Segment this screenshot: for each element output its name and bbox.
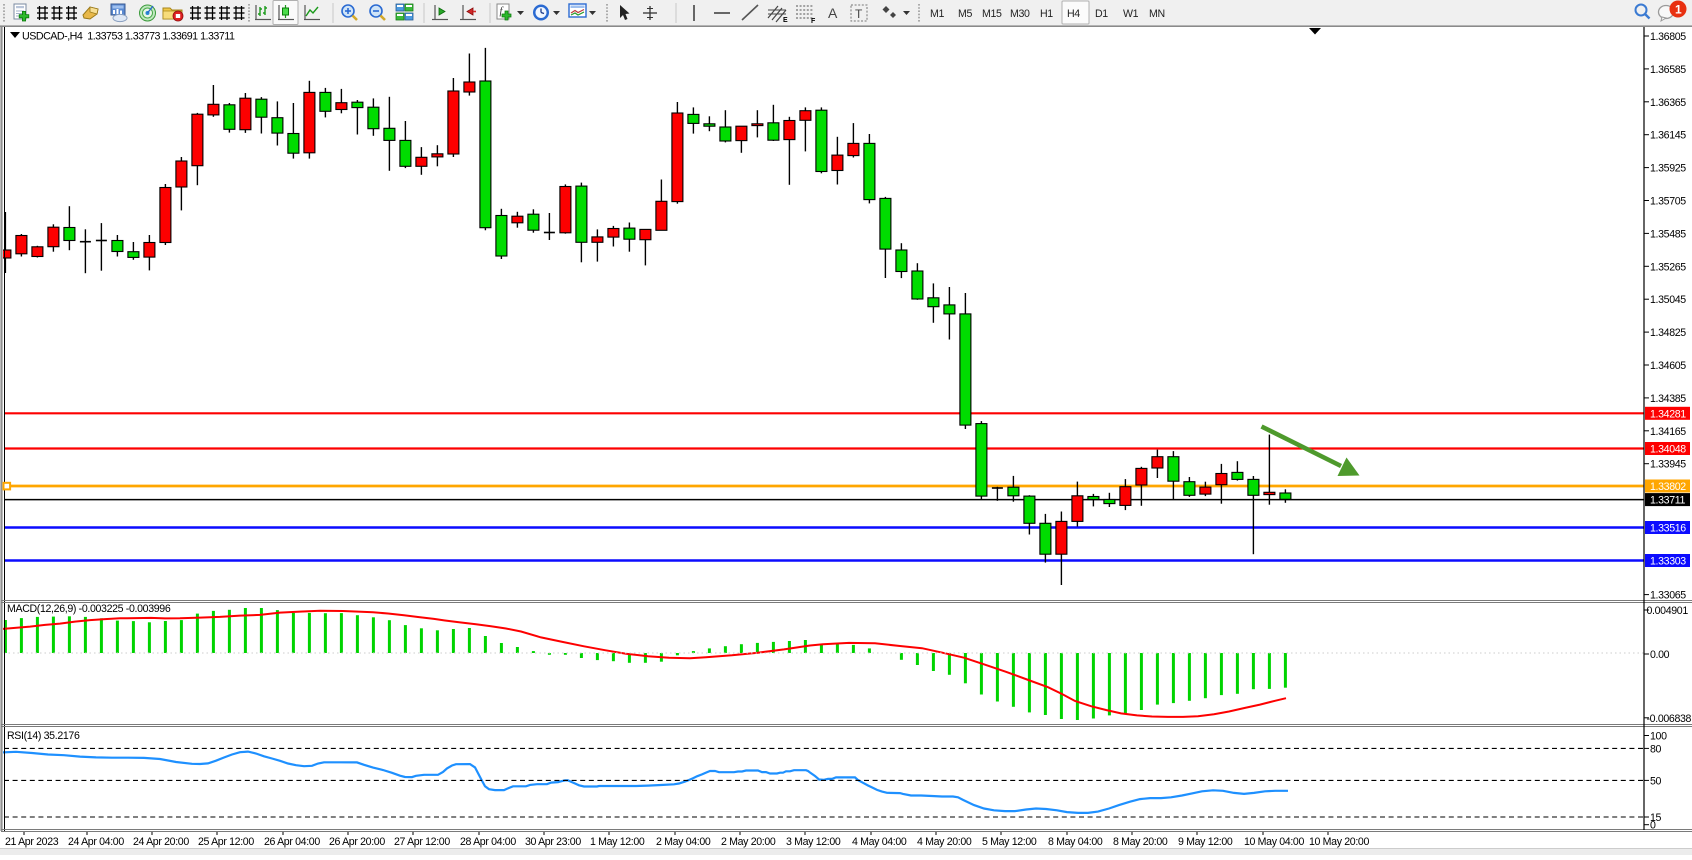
svg-text:1.34048: 1.34048 xyxy=(1650,444,1686,456)
svg-text:-0.006838: -0.006838 xyxy=(1647,713,1692,725)
svg-text:1.34605: 1.34605 xyxy=(1650,360,1686,372)
svg-text:1.33065: 1.33065 xyxy=(1650,590,1686,602)
svg-text:D1: D1 xyxy=(1095,8,1108,20)
svg-text:A: A xyxy=(828,5,838,21)
svg-text:4 May 20:00: 4 May 20:00 xyxy=(917,836,972,848)
svg-text:T: T xyxy=(855,7,863,21)
svg-text:M15: M15 xyxy=(982,8,1002,20)
svg-text:M30: M30 xyxy=(1010,8,1030,20)
svg-text:24 Apr 20:00: 24 Apr 20:00 xyxy=(133,836,189,848)
svg-text:26 Apr 20:00: 26 Apr 20:00 xyxy=(329,836,385,848)
svg-text:1.35485: 1.35485 xyxy=(1650,228,1686,240)
svg-text:1.33303: 1.33303 xyxy=(1650,556,1686,568)
svg-text:50: 50 xyxy=(1650,775,1662,787)
svg-text:1 May 12:00: 1 May 12:00 xyxy=(590,836,645,848)
svg-text:1.36585: 1.36585 xyxy=(1650,64,1686,76)
svg-text:26 Apr 04:00: 26 Apr 04:00 xyxy=(264,836,320,848)
svg-text:3 May 12:00: 3 May 12:00 xyxy=(786,836,841,848)
svg-text:1.36805: 1.36805 xyxy=(1650,31,1686,43)
svg-text:W1: W1 xyxy=(1123,8,1139,20)
svg-text:10 May 04:00: 10 May 04:00 xyxy=(1244,836,1304,848)
svg-text:USDCAD-,H4 1.33753 1.33773 1.: USDCAD-,H4 1.33753 1.33773 1.33691 1.337… xyxy=(22,31,235,43)
svg-text:27 Apr 12:00: 27 Apr 12:00 xyxy=(394,836,450,848)
svg-text:1.35265: 1.35265 xyxy=(1650,261,1686,273)
svg-text:2 May 04:00: 2 May 04:00 xyxy=(656,836,711,848)
svg-text:8 May 04:00: 8 May 04:00 xyxy=(1048,836,1103,848)
svg-text:1.33711: 1.33711 xyxy=(1650,495,1686,507)
svg-text:MN: MN xyxy=(1149,8,1165,20)
svg-text:21 Apr 2023: 21 Apr 2023 xyxy=(5,836,59,848)
svg-text:28 Apr 04:00: 28 Apr 04:00 xyxy=(460,836,516,848)
svg-text:1.33945: 1.33945 xyxy=(1650,459,1686,471)
svg-text:F: F xyxy=(811,18,816,25)
svg-text:M1: M1 xyxy=(930,8,944,20)
svg-text:1.34165: 1.34165 xyxy=(1650,426,1686,438)
svg-text:RSI(14) 35.2176: RSI(14) 35.2176 xyxy=(7,730,80,742)
svg-text:1.33802: 1.33802 xyxy=(1650,481,1686,493)
svg-text:1.35705: 1.35705 xyxy=(1650,196,1686,208)
svg-text:MACD(12,26,9) -0.003225 -0.003: MACD(12,26,9) -0.003225 -0.003996 xyxy=(7,603,171,615)
svg-text:E: E xyxy=(783,17,788,24)
svg-text:10 May 20:00: 10 May 20:00 xyxy=(1309,836,1369,848)
svg-text:1.34385: 1.34385 xyxy=(1650,393,1686,405)
svg-text:0: 0 xyxy=(1650,820,1656,832)
svg-text:1: 1 xyxy=(1675,3,1682,17)
svg-text:25 Apr 12:00: 25 Apr 12:00 xyxy=(198,836,254,848)
svg-text:1.36365: 1.36365 xyxy=(1650,97,1686,109)
svg-text:4 May 04:00: 4 May 04:00 xyxy=(852,836,907,848)
svg-text:M5: M5 xyxy=(958,8,972,20)
svg-text:0.004901: 0.004901 xyxy=(1647,605,1689,617)
svg-text:1.35925: 1.35925 xyxy=(1650,163,1686,175)
svg-text:1.33516: 1.33516 xyxy=(1650,523,1686,535)
svg-text:2 May 20:00: 2 May 20:00 xyxy=(721,836,776,848)
svg-text:80: 80 xyxy=(1650,743,1662,755)
svg-text:30 Apr 23:00: 30 Apr 23:00 xyxy=(525,836,581,848)
svg-text:15: 15 xyxy=(1650,812,1662,824)
svg-text:5 May 12:00: 5 May 12:00 xyxy=(982,836,1037,848)
svg-text:1.34281: 1.34281 xyxy=(1650,408,1686,420)
svg-text:9 May 12:00: 9 May 12:00 xyxy=(1178,836,1233,848)
svg-text:1.36145: 1.36145 xyxy=(1650,130,1686,142)
svg-text:8 May 20:00: 8 May 20:00 xyxy=(1113,836,1168,848)
svg-text:H1: H1 xyxy=(1040,8,1053,20)
svg-text:0.00: 0.00 xyxy=(1650,649,1670,661)
svg-text:1.35045: 1.35045 xyxy=(1650,294,1686,306)
svg-text:24 Apr 04:00: 24 Apr 04:00 xyxy=(68,836,124,848)
svg-text:100: 100 xyxy=(1650,731,1667,743)
svg-text:H4: H4 xyxy=(1067,8,1080,20)
svg-text:1.34825: 1.34825 xyxy=(1650,327,1686,339)
